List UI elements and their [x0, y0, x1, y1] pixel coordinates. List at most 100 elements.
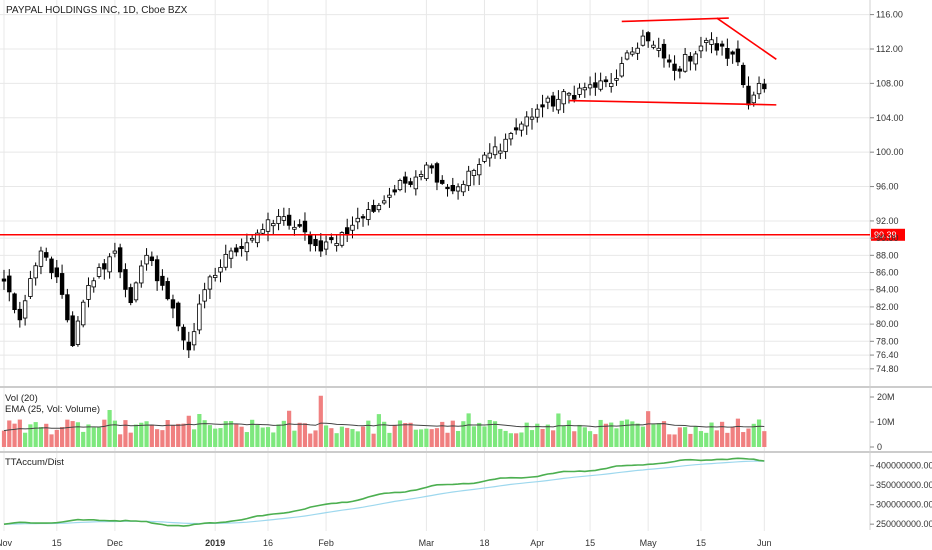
candle	[139, 260, 144, 288]
candle-body	[117, 247, 123, 273]
volume-bar	[403, 423, 408, 447]
volume-bar	[350, 429, 355, 447]
candle	[709, 32, 714, 54]
candle-body	[582, 87, 587, 91]
candle-body	[445, 186, 450, 190]
candle-body	[197, 303, 202, 331]
candle-body	[160, 275, 165, 286]
volume-bar	[587, 431, 593, 447]
volume-bar	[646, 411, 651, 447]
volume-bar	[202, 420, 207, 447]
candle-body	[228, 250, 234, 259]
candle-body	[292, 226, 297, 230]
candle-body	[28, 278, 33, 297]
candle	[445, 184, 450, 197]
candle	[387, 187, 392, 208]
volume-bar	[250, 419, 255, 447]
candle	[572, 85, 577, 103]
price-grid	[0, 0, 870, 386]
candle-body	[593, 82, 598, 88]
candle	[487, 143, 492, 167]
candle-body	[672, 63, 677, 71]
candle-body	[609, 82, 614, 87]
candle	[408, 177, 413, 188]
candle	[651, 40, 656, 50]
volume-tick-label: 0	[877, 442, 882, 452]
volume-bar	[38, 427, 44, 447]
candle	[144, 248, 149, 271]
volume-bar	[149, 424, 154, 447]
candle	[81, 299, 86, 328]
candle	[313, 234, 318, 252]
candle-body	[344, 227, 350, 236]
volume-bar	[65, 419, 70, 447]
price-tick-label: 84.00	[876, 285, 899, 295]
volume-bar	[213, 428, 218, 447]
volume-bar	[360, 426, 366, 447]
candle-body	[181, 326, 186, 341]
candle-body	[59, 273, 65, 295]
volume-bar	[392, 424, 397, 447]
volume-bar	[7, 420, 12, 447]
volume-bar	[181, 423, 186, 447]
volume-bar	[287, 410, 292, 447]
volume-bar	[524, 422, 529, 447]
volume-bar	[656, 423, 661, 447]
candle-body	[677, 68, 683, 72]
price-tick-label: 90.00	[876, 233, 899, 243]
volume-bar	[741, 432, 746, 447]
candle	[38, 246, 44, 275]
candle	[75, 316, 81, 347]
volume-bar	[498, 428, 503, 447]
candle	[260, 223, 265, 236]
candle-body	[223, 253, 228, 268]
volume-bar	[413, 429, 418, 447]
candle	[360, 214, 366, 227]
volume-bar	[239, 426, 244, 447]
candle	[424, 162, 429, 181]
volume-bar	[281, 420, 286, 447]
candle-body	[271, 223, 276, 227]
candle	[476, 158, 482, 185]
volume-bar	[466, 413, 471, 447]
candle	[123, 263, 128, 298]
volume-bar	[714, 430, 719, 447]
candle	[677, 65, 683, 79]
trend-line[interactable]	[716, 17, 777, 60]
volume-bar	[170, 424, 176, 447]
trend-line[interactable]	[568, 99, 777, 106]
candle	[482, 152, 487, 164]
candle	[609, 73, 614, 93]
volume-bar	[70, 421, 75, 447]
volume-bar	[260, 427, 265, 447]
candle	[181, 324, 186, 350]
candle-body	[656, 47, 661, 51]
candle	[545, 95, 551, 110]
candle	[682, 47, 688, 73]
volume-bar	[155, 429, 160, 447]
price-tick-label: 96.00	[876, 182, 899, 192]
candle-body	[461, 184, 466, 193]
candle-body	[667, 59, 672, 63]
volume-bar	[355, 431, 360, 447]
candle	[519, 121, 524, 137]
candle	[191, 322, 197, 351]
volume-bar	[118, 434, 123, 447]
volume-bar	[535, 423, 540, 447]
volume-bar	[128, 432, 133, 447]
candle-body	[144, 254, 149, 265]
price-tick-label: 76.40	[876, 350, 899, 360]
candle-body	[392, 189, 397, 193]
volume-bar	[492, 421, 498, 447]
volume-bar	[96, 427, 102, 447]
volume-bar	[308, 433, 313, 447]
volume-tick-label: 10M	[877, 417, 895, 427]
candle	[429, 163, 434, 174]
volume-bar	[197, 413, 202, 447]
candle-body	[302, 220, 308, 233]
volume-bar	[514, 433, 519, 447]
candle	[719, 40, 725, 56]
price-tick-label: 108.00	[876, 78, 904, 88]
trend-line[interactable]	[621, 17, 729, 23]
candle-body	[239, 246, 244, 249]
